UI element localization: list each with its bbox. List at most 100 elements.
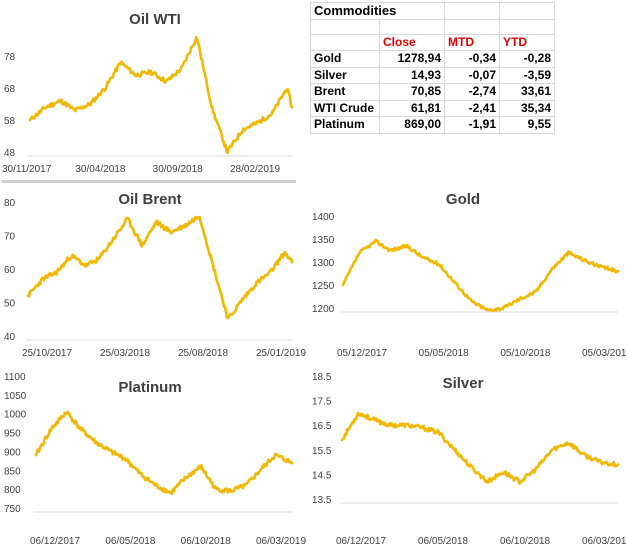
x-tick-label: 05/12/2017: [337, 348, 387, 359]
row-mtd: -2,41: [444, 99, 500, 117]
chart-oil-wti: Oil WTI 48 58 68 78 30/11/2017 30/04/2018 30/09…: [0, 0, 300, 178]
row-mtd: -2,74: [444, 83, 500, 101]
y-tick-label: 1350: [312, 235, 335, 246]
x-tick-label: 05/10/2018: [500, 348, 550, 359]
row-ytd: 35,34: [499, 99, 555, 117]
x-tick-label: 06/12/2017: [30, 536, 80, 547]
chart-gold: Gold 1200 1250 1300 1350 1400 05/12/2017 05/05/…: [308, 184, 626, 364]
row-ytd: 9,55: [499, 116, 555, 134]
row-mtd: -0,07: [444, 66, 500, 84]
chart-title-oil-wti: Oil WTI: [129, 11, 181, 28]
x-tick-label: 30/04/2018: [75, 164, 125, 175]
series-line-silver: [340, 411, 620, 485]
y-tick-label: 900: [4, 447, 21, 458]
y-tick-label: 850: [4, 466, 21, 477]
table-row: Platinum 869,00 -1,91 9,55: [310, 116, 555, 134]
divider: [2, 180, 296, 183]
row-name: Platinum: [310, 116, 380, 134]
chart-title-oil-brent: Oil Brent: [118, 191, 181, 208]
table-row: Brent 70,85 -2,74 33,61: [310, 83, 555, 101]
table-header-empty: [310, 33, 380, 51]
y-tick-label: 1250: [312, 281, 335, 292]
x-tick-label: 06/10/2018: [500, 536, 550, 547]
y-tick-label: 1200: [312, 304, 335, 315]
chart-oil-brent-svg: Oil Brent 40 50 60 70 80 25/10/2017 25/03/2018 2…: [4, 191, 306, 359]
y-tick-label: 60: [4, 265, 16, 276]
chart-title-gold: Gold: [446, 191, 480, 208]
y-tick-label: 78: [4, 52, 16, 63]
y-tick-label: 13.5: [312, 495, 332, 506]
y-tick-label: 40: [4, 332, 16, 343]
x-tick-label: 06/03/2019: [256, 536, 306, 547]
series-line-platinum: [34, 410, 294, 495]
table-empty-cell: [499, 2, 555, 20]
x-tick-label: 06/05/2018: [105, 536, 155, 547]
row-close: 61,81: [379, 99, 445, 117]
table-empty-cell: [444, 2, 500, 20]
row-name: Gold: [310, 50, 380, 68]
row-close: 869,00: [379, 116, 445, 134]
series-line-oil-brent: [26, 215, 294, 320]
table-row: Silver 14,93 -0,07 -3,59: [310, 66, 555, 84]
row-name: Silver: [310, 66, 380, 84]
x-tick-label: 25/01/2019: [256, 348, 306, 359]
row-ytd: -0,28: [499, 50, 555, 68]
x-tick-label: 28/02/2019: [230, 164, 280, 175]
y-tick-label: 1400: [312, 212, 335, 223]
row-name: Brent: [310, 83, 380, 101]
row-mtd: -0,34: [444, 50, 500, 68]
table-row: Gold 1278,94 -0,34 -0,28: [310, 50, 555, 68]
commodities-table: Commodities Close MTD YTD Gold 1278,94 -…: [310, 2, 555, 134]
y-tick-label: 58: [4, 116, 16, 127]
y-tick-label: 750: [4, 504, 21, 515]
x-tick-label: 06/05/2018: [418, 536, 468, 547]
chart-platinum: Platinum 750 800 850 900 950 1000 1050 1100 06/12…: [0, 368, 306, 548]
x-tick-label: 25/03/2018: [100, 348, 150, 359]
y-tick-label: 1050: [4, 391, 27, 402]
chart-silver-svg: Silver 13.5 14.5 15.5 16.5 17.5 18.5 06/12/2017…: [312, 372, 626, 547]
x-tick-label: 25/08/2018: [178, 348, 228, 359]
series-line-oil-wti: [28, 35, 294, 155]
row-name: WTI Crude: [310, 99, 380, 117]
y-tick-label: 14.5: [312, 470, 332, 481]
y-tick-label: 48: [4, 148, 16, 159]
row-ytd: 33,61: [499, 83, 555, 101]
table-blank-row: [310, 18, 555, 35]
x-tick-label: 06/12/2017: [336, 536, 386, 547]
y-tick-label: 15.5: [312, 446, 332, 457]
x-tick-label: 06/10/2018: [181, 536, 231, 547]
x-tick-label: 05/03/2019: [582, 348, 626, 359]
y-tick-label: 18.5: [312, 372, 332, 383]
header-close: Close: [379, 33, 445, 51]
y-tick-label: 950: [4, 429, 21, 440]
y-tick-label: 17.5: [312, 397, 332, 408]
chart-gold-svg: Gold 1200 1250 1300 1350 1400 05/12/2017 05/05/…: [312, 191, 626, 359]
y-tick-label: 800: [4, 485, 21, 496]
x-tick-label: 05/05/2018: [419, 348, 469, 359]
series-line-gold: [341, 238, 620, 313]
row-mtd: -1,91: [444, 116, 500, 134]
x-tick-label: 30/11/2017: [2, 164, 52, 175]
y-tick-label: 16.5: [312, 421, 332, 432]
chart-title-platinum: Platinum: [118, 379, 181, 396]
x-tick-label: 25/10/2017: [22, 348, 72, 359]
chart-silver: Silver 13.5 14.5 15.5 16.5 17.5 18.5 06/12/2017…: [308, 368, 626, 548]
y-tick-label: 1000: [4, 410, 27, 421]
row-ytd: -3,59: [499, 66, 555, 84]
table-row: WTI Crude 61,81 -2,41 35,34: [310, 99, 555, 117]
chart-platinum-svg: Platinum 750 800 850 900 950 1000 1050 1100 06/12…: [4, 372, 306, 547]
y-tick-label: 1100: [4, 372, 26, 383]
y-tick-label: 68: [4, 84, 16, 95]
x-tick-label: 06/03/2019: [582, 536, 626, 547]
row-close: 14,93: [379, 66, 445, 84]
header-ytd: YTD: [499, 33, 555, 51]
table-title: Commodities: [310, 2, 445, 20]
y-tick-label: 50: [4, 299, 16, 310]
row-close: 70,85: [379, 83, 445, 101]
row-close: 1278,94: [379, 50, 445, 68]
chart-title-silver: Silver: [443, 375, 484, 392]
x-tick-label: 30/09/2018: [153, 164, 203, 175]
y-tick-label: 70: [4, 232, 16, 243]
chart-oil-wti-svg: Oil WTI 48 58 68 78 30/11/2017 30/04/2018 30/09…: [2, 11, 294, 175]
y-tick-label: 1300: [312, 258, 335, 269]
